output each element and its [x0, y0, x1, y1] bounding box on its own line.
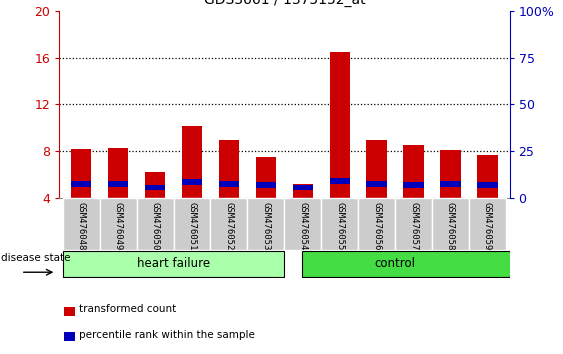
Text: GSM476053: GSM476053 — [261, 202, 270, 251]
Bar — [477, 155, 498, 198]
Bar — [71, 149, 91, 198]
Text: GSM476049: GSM476049 — [114, 202, 123, 251]
Bar — [71, 181, 91, 187]
Bar — [329, 52, 350, 198]
Bar — [256, 182, 276, 188]
Bar — [64, 332, 75, 341]
Text: GSM476052: GSM476052 — [225, 202, 234, 251]
Bar — [302, 251, 541, 277]
Bar — [182, 179, 202, 185]
Bar — [440, 150, 461, 198]
Text: GSM476057: GSM476057 — [409, 202, 418, 251]
Bar — [403, 145, 424, 198]
Bar — [403, 182, 424, 188]
Bar — [182, 126, 202, 198]
Bar — [145, 172, 166, 198]
Text: GSM476058: GSM476058 — [446, 202, 455, 251]
Text: percentile rank within the sample: percentile rank within the sample — [79, 330, 255, 340]
Bar — [293, 185, 313, 190]
Bar — [321, 198, 358, 250]
Bar — [440, 181, 461, 187]
Text: GSM476055: GSM476055 — [335, 202, 344, 251]
Bar — [108, 181, 128, 187]
Bar — [247, 198, 284, 250]
Bar — [395, 198, 432, 250]
Bar — [137, 198, 173, 250]
Text: control: control — [374, 257, 415, 270]
Text: transformed count: transformed count — [79, 304, 177, 314]
Bar — [477, 182, 498, 188]
Bar — [63, 198, 100, 250]
Bar — [219, 139, 239, 198]
Bar — [469, 198, 506, 250]
Text: GSM476050: GSM476050 — [150, 202, 159, 251]
Bar — [284, 198, 321, 250]
Bar — [100, 198, 137, 250]
Bar — [173, 198, 211, 250]
Bar — [145, 185, 166, 190]
Bar — [367, 181, 387, 187]
Bar — [219, 181, 239, 187]
Text: disease state: disease state — [1, 253, 70, 263]
Bar — [63, 251, 284, 277]
Text: GSM476059: GSM476059 — [483, 202, 492, 251]
Bar — [211, 198, 247, 250]
Text: GSM476051: GSM476051 — [187, 202, 196, 251]
Bar — [64, 307, 75, 316]
Text: GSM476054: GSM476054 — [298, 202, 307, 251]
Text: GSM476056: GSM476056 — [372, 202, 381, 251]
Bar — [108, 148, 128, 198]
Bar — [256, 157, 276, 198]
Title: GDS3661 / 1375152_at: GDS3661 / 1375152_at — [203, 0, 365, 7]
Bar — [367, 139, 387, 198]
Text: GSM476048: GSM476048 — [77, 202, 86, 251]
Text: heart failure: heart failure — [137, 257, 210, 270]
Bar — [358, 198, 395, 250]
Bar — [432, 198, 469, 250]
Bar — [329, 178, 350, 184]
Bar — [293, 184, 313, 198]
